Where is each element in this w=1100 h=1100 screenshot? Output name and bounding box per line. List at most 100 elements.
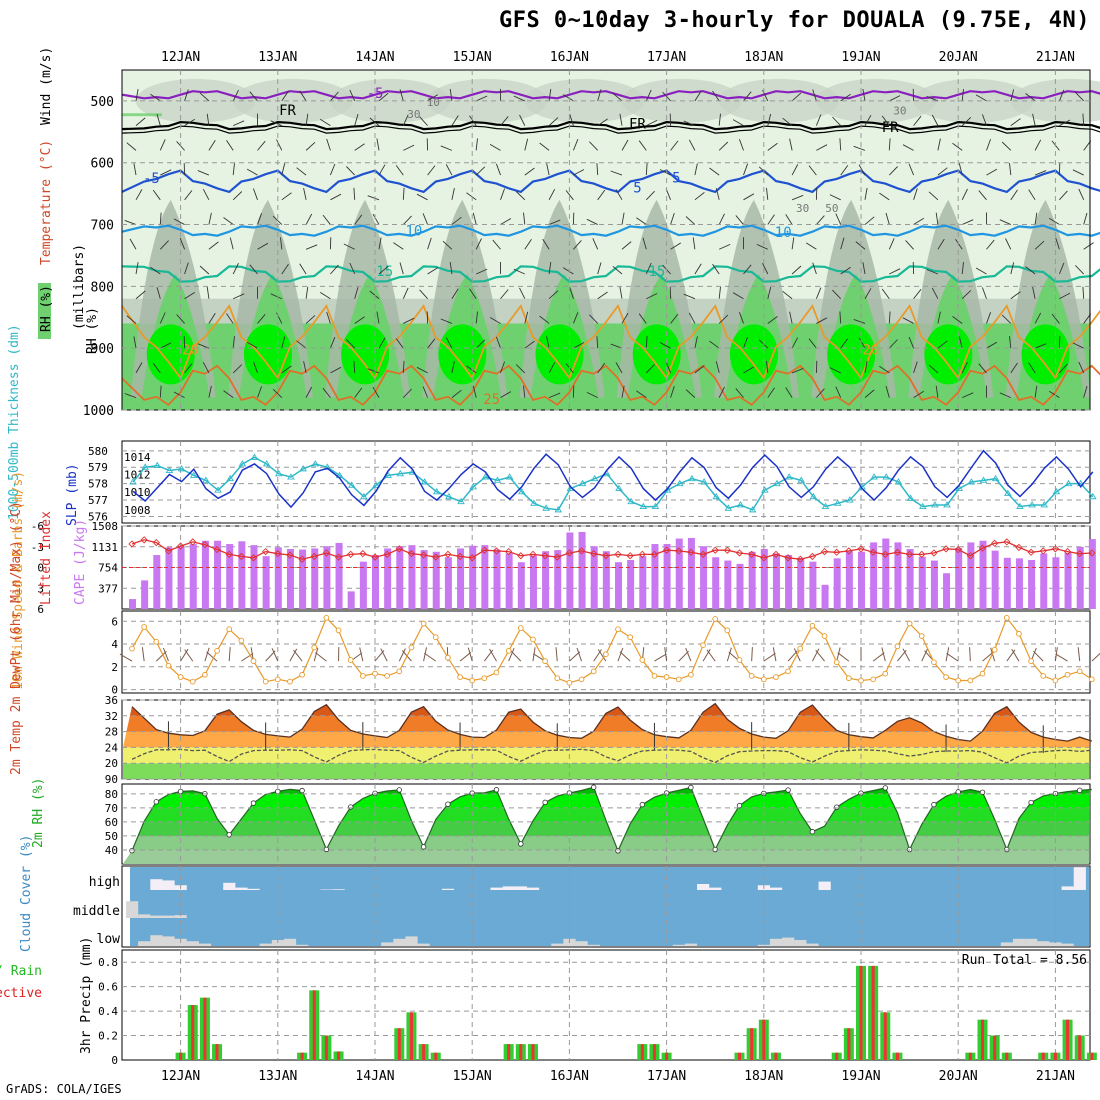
date-label-top: 20JAN — [939, 50, 978, 65]
wind-barb — [202, 362, 210, 374]
wind-barb — [646, 119, 658, 127]
thickness-marker — [530, 499, 538, 506]
wind-barb — [645, 190, 655, 201]
rh-core — [243, 324, 292, 385]
isotherm-line — [121, 304, 1100, 380]
precip-bar-convective — [774, 1052, 778, 1060]
wind-barb — [840, 237, 845, 250]
wind-speed-marker — [177, 674, 184, 680]
wind-barb — [402, 114, 409, 126]
precip-bar-convective — [847, 1028, 851, 1060]
wind-barb — [1078, 188, 1085, 201]
wind-barb — [670, 313, 679, 324]
wind-barb — [621, 385, 625, 398]
thickness-tick-label: 580 — [88, 445, 108, 458]
wind-barb — [928, 191, 939, 201]
lifted-index-marker — [213, 545, 221, 554]
wind-barb — [815, 114, 822, 126]
lifted-index-marker — [480, 546, 488, 554]
wind-barb — [855, 241, 866, 250]
rh-band — [123, 787, 1090, 794]
wind-barb — [152, 362, 161, 374]
cloud-bar-high — [502, 886, 515, 890]
lifted-index-marker — [249, 554, 258, 562]
surface-wind-barb — [398, 648, 406, 662]
wind-barb — [879, 365, 890, 374]
wind-speed-marker — [943, 674, 949, 680]
thickness-marker — [153, 461, 162, 469]
wind-barb — [1032, 286, 1036, 299]
wind-barb — [839, 138, 842, 151]
wind-barb — [489, 144, 501, 151]
wind-barb — [469, 115, 477, 126]
lifted-index-marker — [395, 545, 403, 553]
wind-barb — [281, 365, 292, 374]
surface-wind-barb — [576, 647, 583, 662]
wind-barb — [853, 318, 866, 324]
cape-bar — [566, 532, 574, 609]
precip-bar-convective — [203, 997, 207, 1060]
cape-bar — [347, 591, 355, 609]
wind-barb — [1075, 265, 1085, 275]
precip-bar-convective — [1041, 1052, 1045, 1060]
rh-marker — [1028, 799, 1034, 806]
wind-barb — [476, 95, 488, 102]
wind-barb — [791, 194, 804, 201]
cloud-bar-low — [587, 944, 600, 946]
wind-barb — [885, 212, 890, 225]
date-label-bottom: 18JAN — [744, 1069, 783, 1084]
wind-barb — [330, 366, 342, 374]
rh-tick-label: 70 — [105, 802, 118, 815]
lifted-index-marker — [748, 550, 756, 558]
wind-barb — [791, 367, 804, 374]
cape-bar — [760, 549, 768, 609]
chart-title: GFS 0~10day 3-hourly for DOUALA (9.75E, … — [498, 8, 1090, 33]
wind-barb — [346, 339, 356, 349]
lifted-index-tick-label: 0 — [37, 562, 44, 575]
wind-barb — [615, 189, 623, 201]
wind-barb — [670, 386, 675, 398]
rh-marker — [809, 829, 816, 835]
cape-bar — [882, 538, 890, 609]
isotherm-label: 25 — [483, 392, 500, 408]
wind-barb — [791, 92, 802, 102]
precip-bar-convective — [665, 1052, 669, 1060]
wind-barb — [709, 167, 720, 176]
cloud-bar-high — [162, 880, 175, 890]
wind-barb — [589, 141, 599, 151]
cloud-bar-high — [1073, 867, 1086, 890]
rh-contour-label: 30 — [796, 202, 809, 215]
isotherm-line — [121, 90, 1100, 100]
rh-marker — [834, 804, 840, 810]
wind-barb — [523, 212, 526, 225]
wind-barb — [226, 140, 234, 151]
wind-speed-marker — [931, 659, 937, 666]
rh-band — [123, 849, 1090, 864]
wind-speed-marker — [517, 625, 524, 631]
wind-barb — [888, 311, 891, 324]
wind-barb — [573, 240, 582, 250]
lifted-index-marker — [444, 550, 452, 558]
wind-barb — [743, 336, 749, 349]
slp-tick-label: 1010 — [124, 486, 151, 499]
cloud-bar-high — [526, 887, 540, 890]
wind-barb — [372, 213, 380, 225]
wind-barb — [981, 287, 987, 299]
wind-speed-marker — [360, 673, 366, 679]
cape-bar — [299, 549, 307, 609]
lifted-index-marker — [286, 551, 294, 559]
thickness-tick-label: 578 — [88, 478, 108, 491]
surface-wind-barb — [921, 648, 929, 662]
cape-bar — [153, 555, 161, 609]
wind-barb — [372, 386, 380, 398]
precip-bar-convective — [397, 1028, 401, 1060]
wind-barb — [981, 114, 987, 126]
wind-barb — [376, 138, 380, 151]
wind-barb — [589, 314, 599, 324]
wind-barb — [789, 138, 793, 151]
cloud-bar-high — [247, 888, 260, 890]
wind-speed-marker — [651, 673, 658, 679]
wind-barb — [975, 94, 987, 102]
wind-barb — [962, 219, 974, 225]
wind-barb — [1059, 119, 1071, 127]
